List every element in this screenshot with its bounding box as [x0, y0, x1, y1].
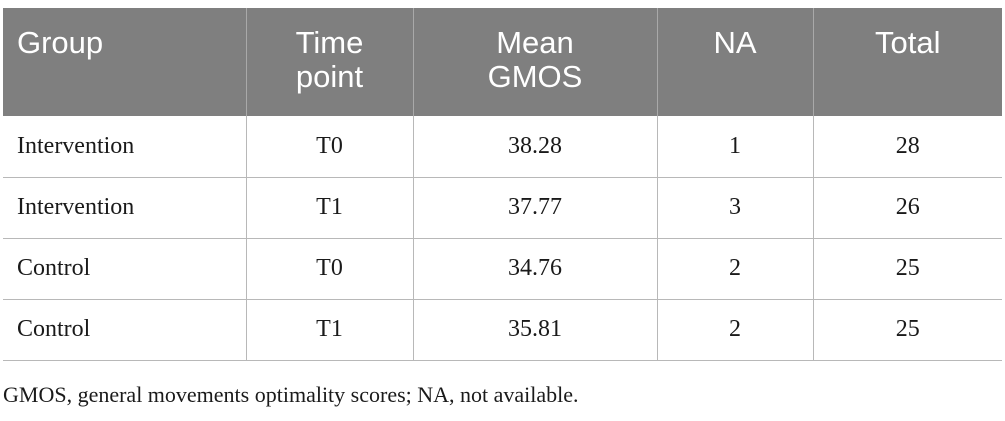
cell-total: 25 [812, 299, 1002, 361]
cell-na: 3 [656, 177, 813, 239]
cell-time-point: T1 [245, 299, 413, 361]
table-row: Intervention T1 37.77 3 26 [3, 177, 1002, 239]
cell-total: 25 [812, 238, 1002, 300]
cell-group: Control [3, 299, 246, 361]
cell-na: 2 [656, 238, 813, 300]
table-header-row: Group Time point Mean GMOS NA Total [3, 8, 1002, 116]
cell-mean-gmos: 37.77 [412, 177, 657, 239]
cell-total: 26 [812, 177, 1002, 239]
cell-na: 1 [656, 116, 813, 178]
table-footnote: GMOS, general movements optimality score… [3, 382, 579, 407]
cell-time-point: T0 [245, 238, 413, 300]
cell-group: Control [3, 238, 246, 300]
cell-na: 2 [656, 299, 813, 361]
header-na: NA [656, 8, 813, 116]
cell-mean-gmos: 34.76 [412, 238, 657, 300]
gmos-table: Group Time point Mean GMOS NA Total Interv… [3, 8, 1002, 361]
cell-time-point: T1 [245, 177, 413, 239]
table-row: Control T1 35.81 2 25 [3, 299, 1002, 361]
header-total: Total [812, 8, 1002, 116]
cell-group: Intervention [3, 116, 246, 178]
header-time-point: Time point [245, 8, 413, 116]
cell-group: Intervention [3, 177, 246, 239]
header-group: Group [3, 8, 246, 116]
header-mean-gmos: Mean GMOS [412, 8, 657, 116]
cell-mean-gmos: 38.28 [412, 116, 657, 178]
cell-mean-gmos: 35.81 [412, 299, 657, 361]
cell-total: 28 [812, 116, 1002, 178]
cell-time-point: T0 [245, 116, 413, 178]
table-row: Intervention T0 38.28 1 28 [3, 116, 1002, 178]
table-row: Control T0 34.76 2 25 [3, 238, 1002, 300]
